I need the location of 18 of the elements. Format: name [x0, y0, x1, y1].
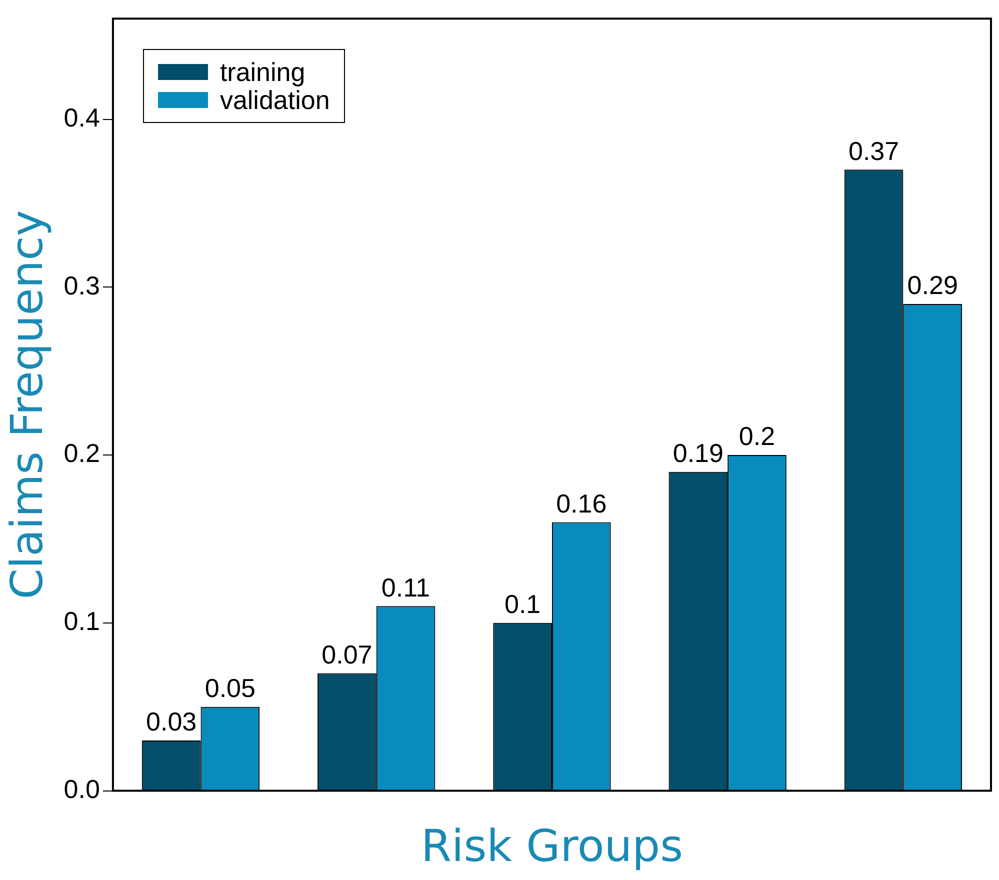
- data-label: 0.11: [381, 572, 430, 602]
- legend-label: training: [220, 56, 306, 87]
- data-label: 0.07: [322, 639, 372, 670]
- data-label: 0.29: [907, 270, 958, 300]
- data-label: 0.05: [204, 673, 256, 704]
- y-axis-title: Claims Frequency: [2, 210, 53, 600]
- data-label: 0.1: [504, 589, 541, 620]
- y-tick-label: 0.4: [64, 102, 100, 132]
- y-tick-label: 0.2: [64, 438, 100, 468]
- x-axis-title: Risk Groups: [420, 821, 684, 872]
- y-tick-label: 0.0: [64, 774, 100, 804]
- data-label: 0.37: [848, 136, 900, 166]
- data-label: 0.19: [672, 438, 724, 468]
- data-label: 0.2: [738, 421, 776, 452]
- data-label: 0.16: [556, 488, 607, 518]
- data-label: 0.03: [146, 706, 197, 737]
- y-tick-label: 0.3: [64, 270, 100, 300]
- y-tick-label: 0.1: [64, 606, 100, 636]
